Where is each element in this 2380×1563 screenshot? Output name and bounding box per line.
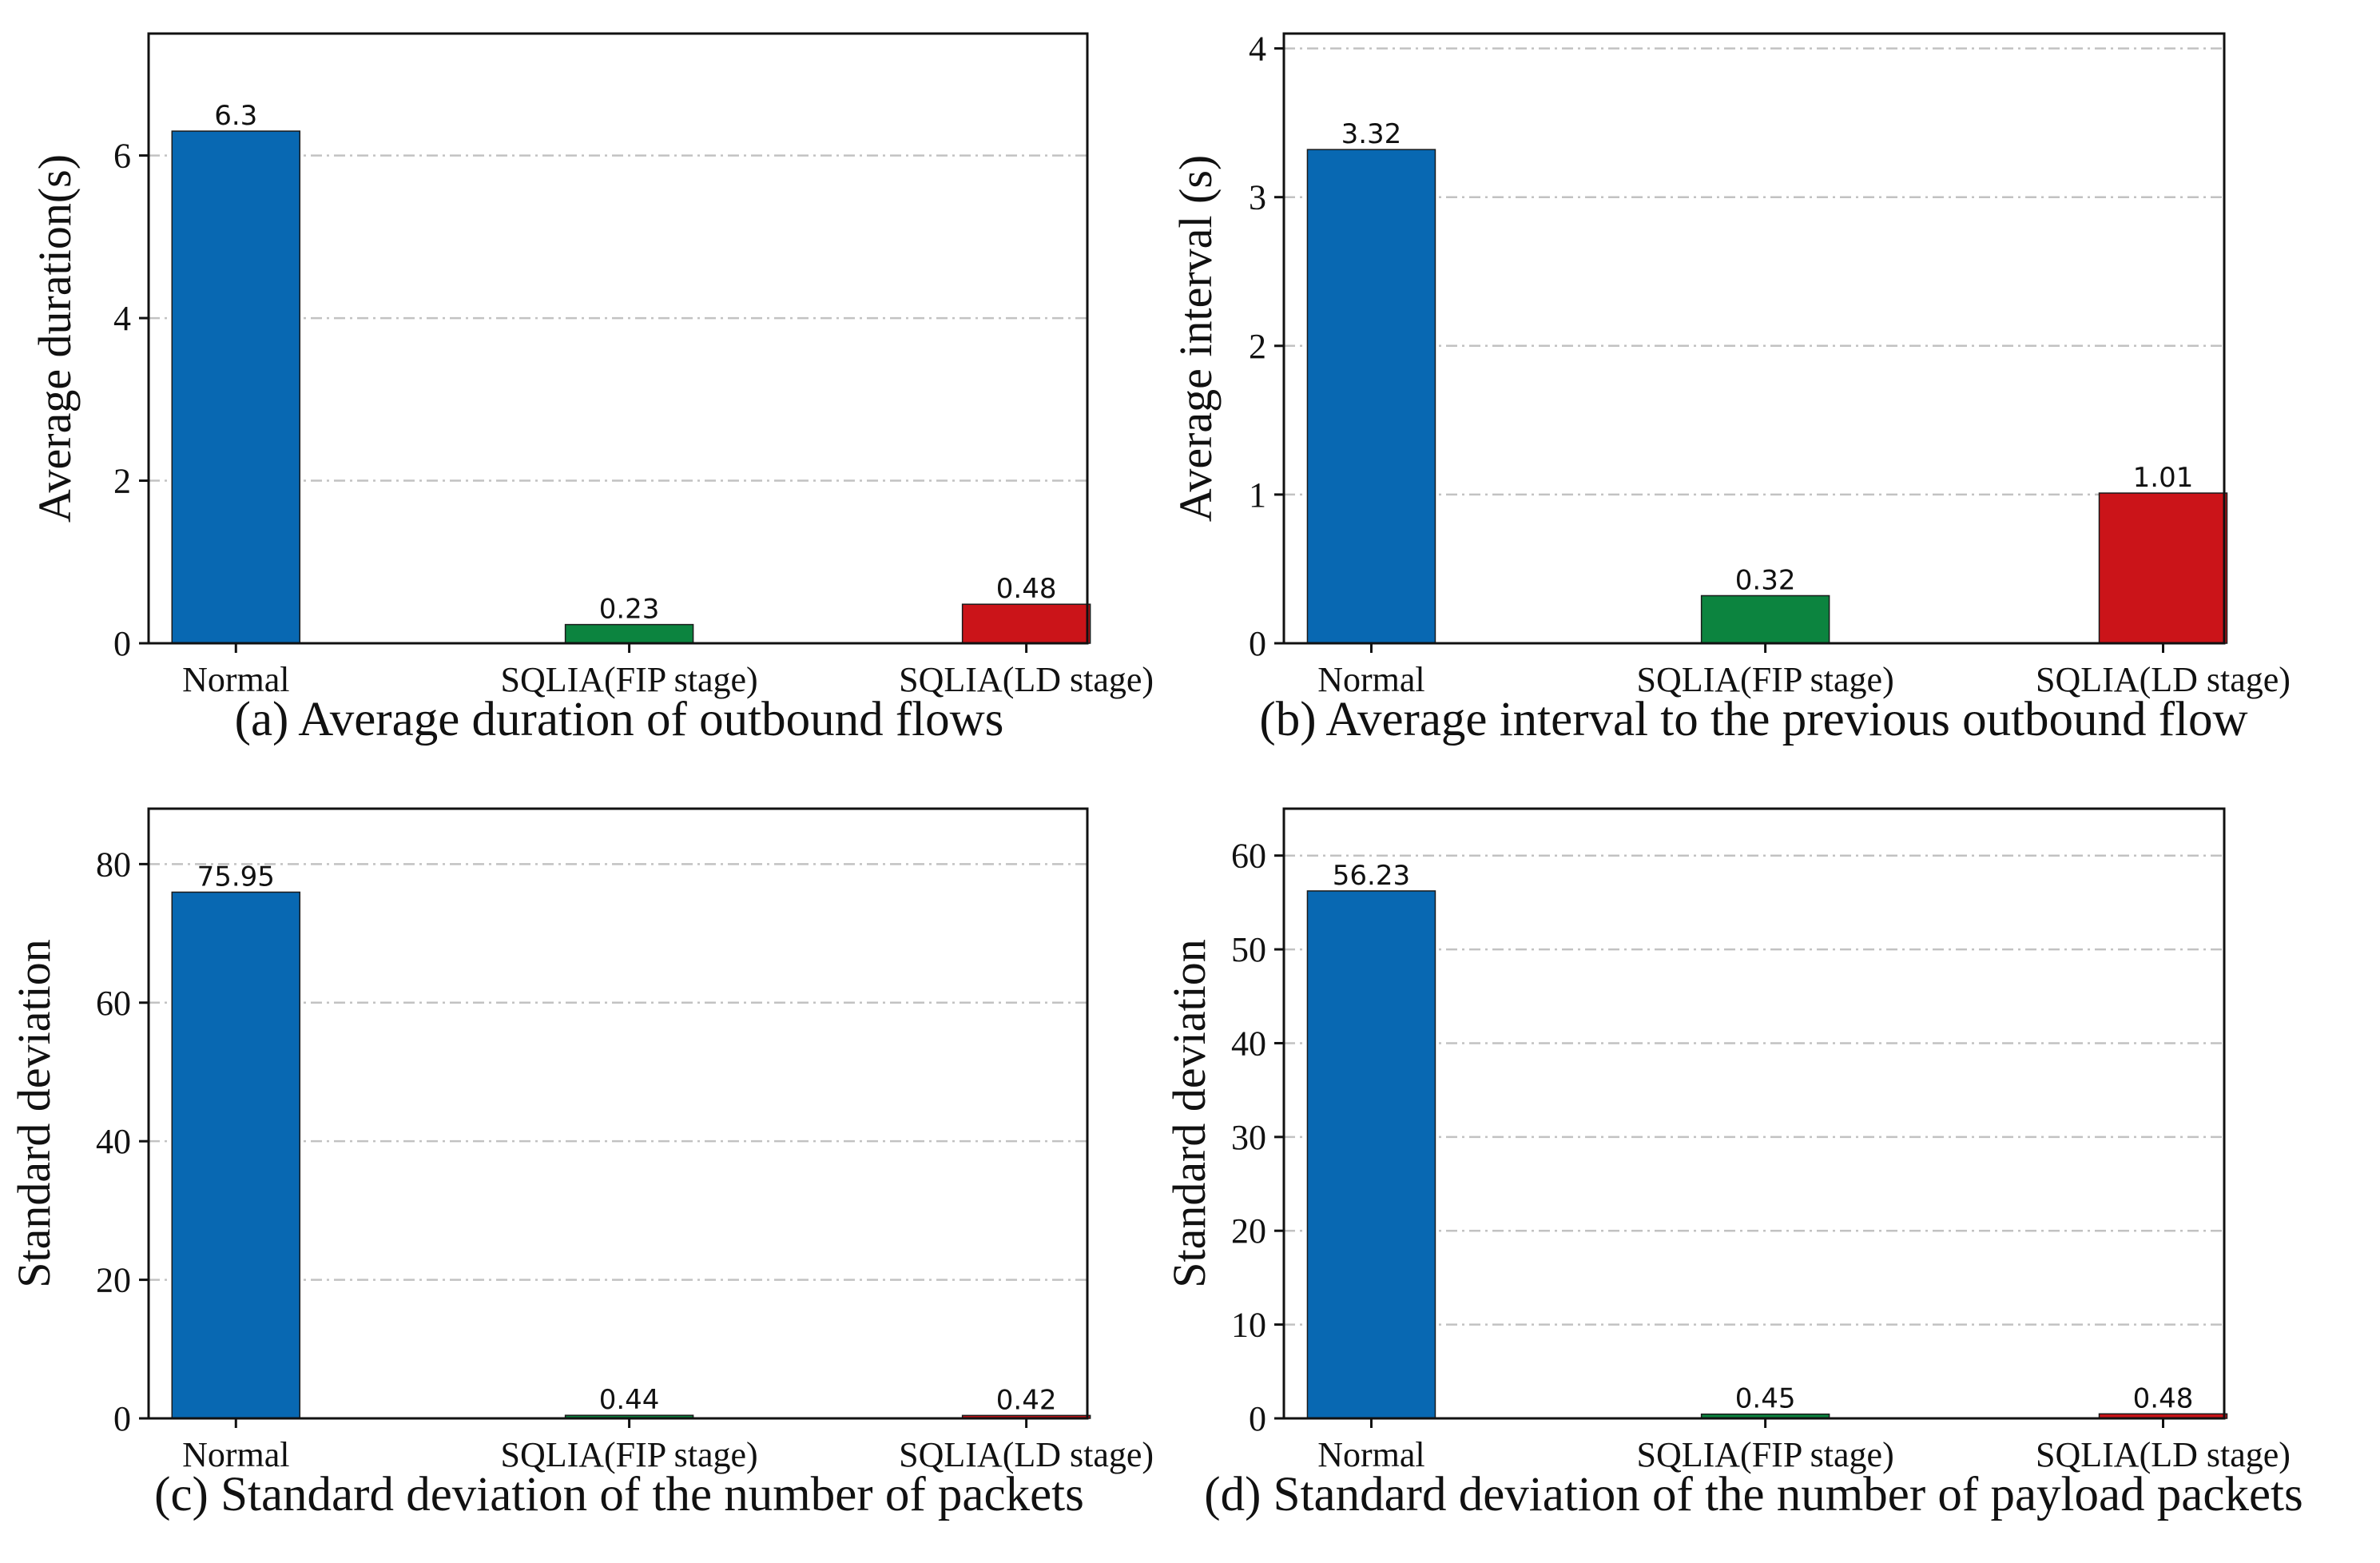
chart-caption: (b) Average interval to the previous out… — [1259, 693, 2247, 746]
y-axis-label: Standard deviation — [8, 939, 60, 1288]
bar-b-2 — [2098, 492, 2228, 644]
y-axis-label: Average duration(s) — [29, 154, 81, 523]
chart-panel-b: 3.32 0.32 1.01 0 1 2 3 4 Normal SQLIA(FIP stage) S… — [1170, 30, 2291, 746]
y-tick-label: 40 — [96, 1122, 131, 1161]
bar-a-1 — [564, 623, 694, 644]
bar-d-0 — [1306, 890, 1436, 1419]
y-tick-label: 3 — [1249, 178, 1266, 217]
bar-value-label: 0.32 — [1735, 564, 1796, 596]
y-tick-label: 4 — [1249, 30, 1266, 69]
x-tick-label: Normal — [1317, 1435, 1424, 1474]
bar-b-1 — [1700, 595, 1830, 644]
y-tick-label: 60 — [96, 984, 131, 1023]
y-tick-label: 2 — [113, 462, 131, 501]
bar-c-0 — [171, 891, 301, 1419]
y-tick-label: 20 — [1231, 1211, 1266, 1251]
y-tick-label: 0 — [113, 1399, 131, 1438]
bar-value-label: 75.95 — [197, 861, 275, 893]
x-tick-label: SQLIA(FIP stage) — [1637, 660, 1894, 699]
y-tick-label: 10 — [1231, 1306, 1266, 1345]
bar-a-2 — [961, 603, 1091, 644]
x-tick-label: SQLIA(FIP stage) — [1637, 1435, 1894, 1474]
axes-frame — [1282, 32, 2226, 645]
bar-value-label: 6.3 — [214, 100, 257, 132]
chart-caption: (c) Standard deviation of the number of … — [154, 1468, 1084, 1521]
bar-value-label: 3.32 — [1341, 118, 1402, 150]
bar-value-label: 0.23 — [599, 594, 660, 626]
x-tick-label: SQLIA(LD stage) — [2036, 660, 2291, 699]
x-tick-label: SQLIA(LD stage) — [2036, 1435, 2291, 1474]
bar-a-0 — [171, 130, 301, 644]
y-axis-label: Average interval (s) — [1170, 155, 1222, 522]
x-tick-label: SQLIA(FIP stage) — [500, 660, 757, 699]
y-axis-label: Standard deviation — [1163, 939, 1215, 1288]
chart-caption: (a) Average duration of outbound flows — [235, 693, 1004, 746]
bar-value-label: 0.45 — [1735, 1383, 1796, 1415]
bar-value-label: 0.48 — [2133, 1382, 2194, 1414]
bar-value-label: 56.23 — [1333, 860, 1410, 892]
bar-value-label: 0.44 — [599, 1384, 660, 1416]
axes-frame — [147, 32, 1089, 645]
bar-value-label: 0.42 — [996, 1384, 1057, 1416]
axes-frame — [1282, 807, 2226, 1420]
bar-b-0 — [1306, 149, 1436, 644]
x-tick-label: SQLIA(FIP stage) — [500, 1435, 757, 1474]
bar-value-label: 0.48 — [996, 573, 1057, 605]
y-tick-label: 20 — [96, 1261, 131, 1300]
chart-caption: (d) Standard deviation of the number of … — [1204, 1468, 2303, 1521]
y-tick-label: 30 — [1231, 1118, 1266, 1157]
y-tick-label: 6 — [113, 137, 131, 176]
x-tick-label: Normal — [182, 660, 289, 699]
x-tick-label: Normal — [182, 1435, 289, 1474]
bar-value-label: 1.01 — [2133, 462, 2194, 494]
y-tick-label: 2 — [1249, 327, 1266, 366]
chart-panel-c: 75.95 0.44 0.42 0 20 40 60 80 Normal SQLIA(FIP st… — [8, 807, 1154, 1521]
chart-panel-a: 6.3 0.23 0.48 0 2 4 6 Normal SQLIA(FIP stage) SQL… — [29, 32, 1154, 746]
chart-panel-d: 56.23 0.45 0.48 0 10 20 30 40 50 60 Normal SQLIA(FI… — [1163, 807, 2303, 1521]
y-tick-label: 0 — [1249, 624, 1266, 663]
y-tick-label: 80 — [96, 845, 131, 884]
y-tick-label: 60 — [1231, 837, 1266, 876]
y-tick-label: 0 — [1249, 1399, 1266, 1438]
x-tick-label: SQLIA(LD stage) — [899, 660, 1154, 699]
y-tick-label: 4 — [113, 299, 131, 338]
y-tick-label: 40 — [1231, 1024, 1266, 1063]
x-tick-label: SQLIA(LD stage) — [899, 1435, 1154, 1474]
y-tick-label: 50 — [1231, 930, 1266, 969]
y-tick-label: 1 — [1249, 475, 1266, 515]
y-tick-label: 0 — [113, 624, 131, 663]
axes-frame — [147, 807, 1089, 1420]
x-tick-label: Normal — [1317, 660, 1424, 699]
